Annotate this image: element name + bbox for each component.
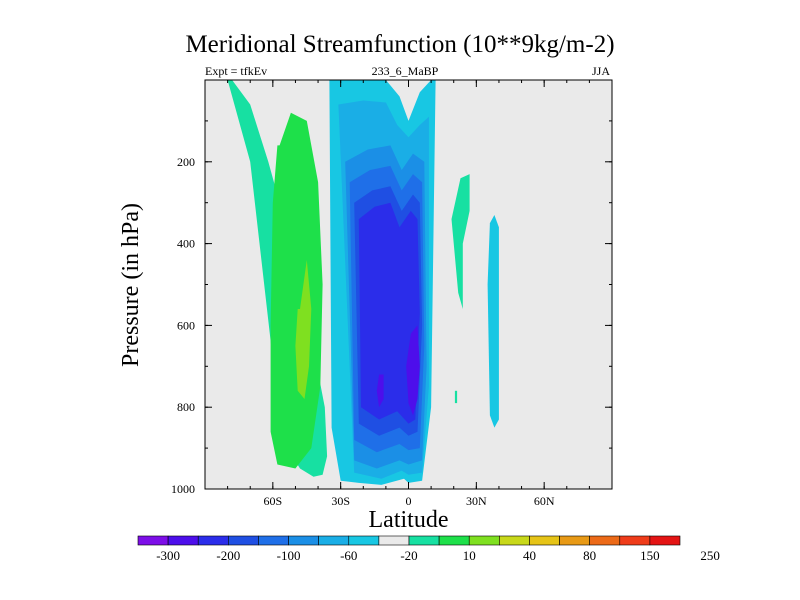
x-tick-label-4: 60N — [534, 494, 555, 508]
colorbar-label-2: -100 — [277, 548, 301, 563]
contour-region-1 — [270, 112, 323, 469]
colorbar-swatch-4 — [258, 535, 289, 546]
x-tick-label-2: 0 — [406, 494, 412, 508]
colorbar-swatch-12 — [499, 535, 530, 546]
contour-region-10 — [376, 374, 384, 408]
colorbar-label-1: -200 — [216, 548, 240, 563]
colorbar-swatch-10 — [438, 535, 470, 546]
contour-region-9 — [406, 325, 420, 416]
colorbar-swatch-6 — [318, 535, 350, 546]
x-tick-label-1: 30S — [331, 494, 350, 508]
colorbar-label-8: 150 — [640, 548, 660, 563]
case-label: 233_6_MaBP — [371, 64, 439, 78]
colorbar-swatch-9 — [408, 535, 440, 546]
x-tick-label-0: 60S — [263, 494, 282, 508]
colorbar-swatch-11 — [468, 535, 500, 546]
colorbar-swatch-17 — [649, 535, 681, 546]
contour-region-12 — [487, 215, 499, 428]
colorbar-label-5: 10 — [463, 548, 476, 563]
colorbar-label-7: 80 — [583, 548, 596, 563]
y-axis-label: Pressure (in hPa) — [118, 203, 144, 367]
x-tick-label-3: 30N — [466, 494, 487, 508]
chart-title: Meridional Streamfunction (10**9kg/m-2) — [185, 31, 615, 58]
y-tick-label-4: 1000 — [171, 482, 195, 496]
y-tick-label-1: 400 — [177, 237, 195, 251]
colorbar-label-3: -60 — [340, 548, 357, 563]
colorbar-swatch-7 — [348, 535, 380, 546]
colorbar-swatch-15 — [589, 535, 621, 546]
colorbar-swatch-16 — [619, 535, 651, 546]
y-tick-label-2: 600 — [177, 318, 195, 332]
y-tick-label-0: 200 — [177, 155, 195, 169]
colorbar-label-9: 250 — [700, 548, 720, 563]
contour-region-8 — [358, 202, 420, 424]
colorbar-label-6: 40 — [523, 548, 536, 563]
colorbar-swatch-3 — [228, 535, 259, 546]
colorbar-label-0: -300 — [156, 548, 180, 563]
experiment-label: Expt = tfkEv — [205, 64, 268, 78]
colorbar-swatch-2 — [197, 535, 229, 546]
colorbar-label-4: -20 — [400, 548, 417, 563]
colorbar-swatch-5 — [288, 535, 319, 546]
colorbar-swatch-14 — [559, 535, 590, 546]
contour-region-11 — [451, 174, 470, 309]
colorbar-swatch-13 — [529, 535, 560, 546]
colorbar-swatch-8 — [378, 535, 410, 546]
season-label: JJA — [591, 64, 610, 78]
colorbar-swatch-0 — [137, 535, 169, 546]
colorbar-swatch-1 — [167, 535, 199, 546]
contour-region-13 — [454, 390, 458, 404]
y-tick-label-3: 800 — [177, 400, 195, 414]
contour-region-2 — [295, 260, 312, 399]
x-axis-label: Latitude — [369, 507, 449, 533]
